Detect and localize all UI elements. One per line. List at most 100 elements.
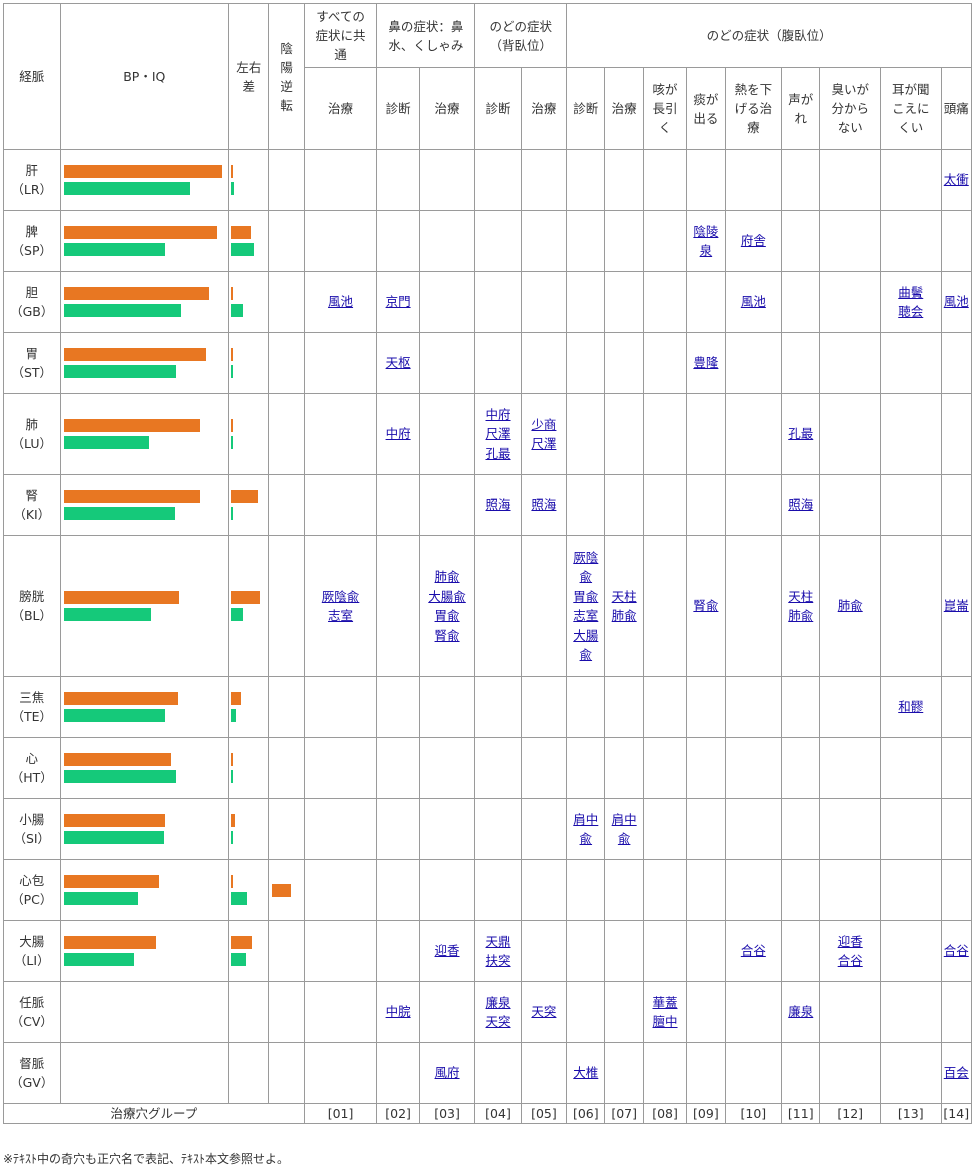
point-cell-13 [879,210,942,272]
acupoint-link[interactable]: 兪 [579,647,593,662]
acupoint-link[interactable]: 尺澤 [531,436,557,451]
point-cell-02: 天枢 [376,332,420,394]
acupoint-link[interactable]: 迎香 [837,933,863,949]
acupoint-link[interactable]: 豊隆 [693,355,719,371]
acupoint-link[interactable]: 大椎 [573,1065,599,1081]
acupoint-link[interactable]: 合谷 [740,943,766,959]
subheader-treatment: 治療 [604,67,644,150]
point-cell-08 [642,676,688,738]
acupoint-link[interactable]: 天柱 [611,588,637,604]
acupoint-link[interactable]: 肺兪 [434,569,460,584]
acupoint-link[interactable]: 天突 [485,1014,511,1029]
acupoint-link[interactable]: 肩中 [611,811,637,827]
point-cell-04 [474,798,522,860]
meridian-name: 大腸 （LI） [3,920,61,982]
acupoint-link[interactable]: 中府 [385,426,411,442]
bp-iq-cell [59,271,230,333]
acupoint-link[interactable]: 厥陰 [573,549,599,565]
acupoint-link[interactable]: 風池 [740,294,766,310]
group-number: [14] [940,1103,973,1124]
acupoint-link[interactable]: 胃兪 [573,588,599,604]
acupoint-link[interactable]: 肺兪 [611,608,637,623]
acupoint-link[interactable]: 肺兪 [837,598,863,614]
acupoint-link[interactable]: 照海 [485,497,511,513]
acupoint-link[interactable]: 和髎 [898,699,924,715]
point-cell-12 [819,1042,881,1104]
lr-diff-bp-bar [231,814,236,827]
acupoint-link[interactable]: 合谷 [837,953,863,968]
point-cell-02 [376,474,420,536]
acupoint-link[interactable]: 風池 [943,294,969,310]
point-cell-03 [418,859,476,921]
point-cell-06 [566,859,606,921]
acupoint-link[interactable]: 風池 [328,294,354,310]
acupoint-link[interactable]: 孔最 [485,445,511,461]
point-cell-04 [474,737,522,799]
acupoint-link[interactable]: 照海 [788,497,814,513]
acupoint-link[interactable]: 扶突 [485,953,511,968]
acupoint-link[interactable]: 太衝 [943,172,969,188]
point-cell-06: 肩中兪 [566,798,606,860]
acupoint-link[interactable]: 尺澤 [485,426,511,442]
group-number: [02] [376,1103,420,1124]
acupoint-link[interactable]: 迎香 [434,943,460,959]
point-cell-09 [686,920,726,982]
acupoint-link[interactable]: 肺兪 [788,608,814,623]
acupoint-link[interactable]: 華蓋 [652,994,678,1010]
acupoint-link[interactable]: 孔最 [788,426,814,442]
acupoint-link[interactable]: 少商 [531,416,557,432]
acupoint-link[interactable]: 聴会 [898,304,924,319]
point-cell-03 [418,271,476,333]
lr-diff-iq-bar [231,831,234,844]
acupoint-link[interactable]: 兪 [617,831,631,846]
meridian-kanji: 小腸 [19,812,45,827]
acupoint-link[interactable]: 天柱 [788,588,814,604]
acupoint-link[interactable]: 志室 [328,608,354,623]
acupoint-link[interactable]: 中脘 [385,1004,411,1020]
acupoint-link[interactable]: 肩中 [573,811,599,827]
point-cell-11 [781,676,821,738]
acupoint-link[interactable]: 廉泉 [788,1004,814,1020]
point-cell-02 [376,920,420,982]
iq-bar [63,436,149,449]
acupoint-link[interactable]: 天枢 [385,355,411,371]
acupoint-link[interactable]: 大腸 [573,627,599,643]
meridian-row: 大腸 （LI） 迎香 天鼎 扶突 合谷 迎香 合谷 合谷 [3,920,973,982]
acupoint-link[interactable]: 陰陵 [693,223,719,239]
meridian-name: 胃 （ST） [3,332,61,394]
meridian-name: 三焦 （TE） [3,676,61,738]
acupoint-link[interactable]: 天鼎 [485,933,511,949]
acupoint-link[interactable]: 崑崙 [943,598,969,614]
acupoint-link[interactable]: 兪 [579,831,593,846]
iq-bar [63,831,164,844]
acupoint-link[interactable]: 膻中 [652,1014,678,1029]
acupoint-link[interactable]: 志室 [573,608,599,623]
acupoint-link[interactable]: 天突 [531,1004,557,1020]
subheader-phlegm: 痰が 出る [686,67,726,150]
bp-iq-cell [59,1042,230,1104]
acupoint-link[interactable]: 風府 [434,1065,460,1081]
acupoint-link[interactable]: 中府 [485,406,511,422]
acupoint-link[interactable]: 腎兪 [434,627,460,643]
acupoint-link[interactable]: 厥陰兪 [321,588,360,604]
acupoint-link[interactable]: 腎兪 [693,598,719,614]
acupoint-link[interactable]: 合谷 [943,943,969,959]
acupoint-link[interactable]: 京門 [385,294,411,310]
acupoint-link[interactable]: 百会 [943,1065,969,1081]
group-number: [12] [819,1103,881,1124]
acupoint-link[interactable]: 泉 [699,243,713,258]
point-cell-12 [819,676,881,738]
meridian-kanji: 三焦 [19,690,45,705]
acupoint-link[interactable]: 大腸兪 [428,588,466,604]
acupoint-link[interactable]: 廉泉 [485,994,511,1010]
acupoint-link[interactable]: 曲鬢 [898,284,924,300]
meridian-name: 膀胱 （BL） [3,535,61,677]
meridian-table: 経脈 BP・IQ 左右差 陰陽逆転 すべての 症状に共通 鼻の症状：鼻 水、くしゃみ… [3,3,973,1124]
acupoint-link[interactable]: 兪 [579,569,593,584]
point-cell-12: 肺兪 [819,535,881,677]
acupoint-link[interactable]: 府舎 [740,233,766,249]
point-cell-14 [940,393,973,475]
acupoint-link[interactable]: 胃兪 [434,608,460,623]
acupoint-link[interactable]: 照海 [531,497,557,513]
meridian-row: 小腸 （SI） 肩中兪肩中兪 [3,798,973,860]
